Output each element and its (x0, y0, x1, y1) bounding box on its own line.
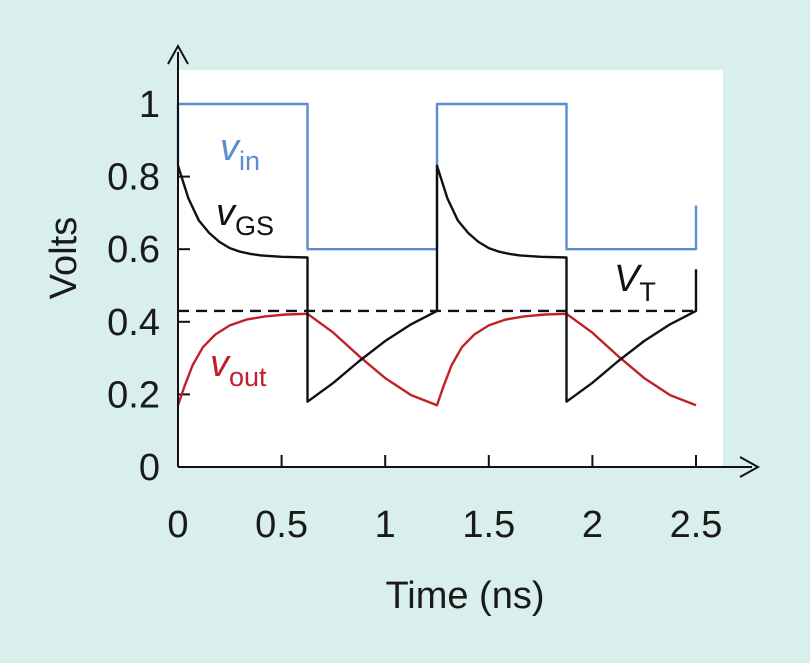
label-vt: VT (614, 258, 656, 307)
label-vin: vin (220, 127, 260, 176)
y-tick-label-3: 0.6 (107, 229, 160, 271)
y-tick-label-0: 0 (139, 447, 160, 489)
label-vout: vout (210, 343, 267, 392)
x-tick-label-5: 2.5 (670, 504, 723, 546)
plot-area (178, 70, 723, 467)
y-tick-label-1: 0.2 (107, 374, 160, 416)
label-vgs: vGS (216, 192, 274, 241)
x-tick-label-1: 0.5 (255, 504, 308, 546)
x-tick-label-4: 2 (582, 504, 603, 546)
x-axis-arrow (739, 456, 761, 478)
series-line-vout (176, 312, 697, 407)
series-line-vgs (176, 164, 698, 403)
y-tick-label-4: 0.8 (107, 157, 160, 199)
x-tick-label-0: 0 (167, 504, 188, 546)
x-tick-label-2: 1 (375, 504, 396, 546)
x-tick-label-3: 1.5 (462, 504, 515, 546)
x-axis-title: Time (ns) (385, 575, 544, 617)
y-axis-arrow (167, 43, 189, 65)
y-tick-label-2: 0.4 (107, 302, 160, 344)
y-axis-title: Volts (43, 217, 85, 299)
y-tick-label-5: 1 (139, 84, 160, 126)
